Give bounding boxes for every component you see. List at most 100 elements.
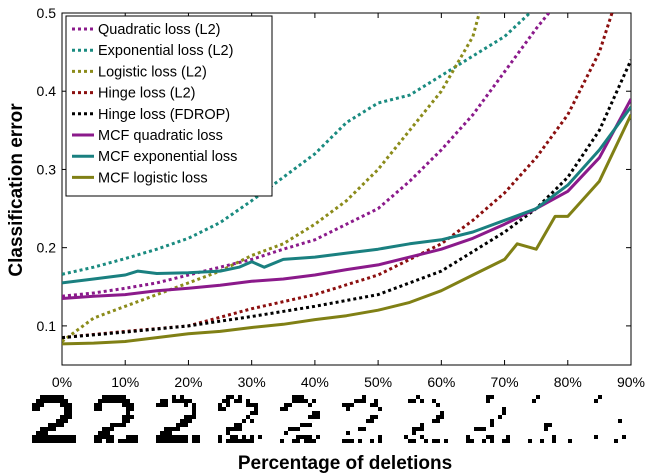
- digit-pixel: [122, 403, 126, 407]
- digit-pixel: [432, 419, 436, 423]
- digit-pixel: [594, 435, 598, 439]
- digit-pixel: [188, 399, 192, 403]
- legend-label: MCF exponential loss: [98, 149, 237, 165]
- digit-pixel: [536, 395, 540, 399]
- digit-pixel: [48, 423, 52, 427]
- digit-pixel: [254, 411, 258, 415]
- digit-pixel: [412, 399, 416, 403]
- digit-pixel: [122, 439, 126, 443]
- digit-pixel: [40, 439, 44, 443]
- digit-pixel: [420, 399, 424, 403]
- digit-pixel: [122, 415, 126, 419]
- digit-pixel: [130, 403, 134, 407]
- digit-image: [404, 395, 448, 443]
- digit-pixel: [68, 407, 72, 411]
- digit-pixel: [192, 403, 196, 407]
- digit-pixel: [98, 439, 102, 443]
- digit-pixel: [106, 427, 110, 431]
- digit-pixel: [44, 435, 48, 439]
- legend-label: Hinge loss (FDROP): [98, 107, 230, 123]
- x-tick-label: 30%: [238, 374, 266, 390]
- digit-pixel: [118, 439, 122, 443]
- series-line-5: [62, 59, 631, 340]
- digit-pixel: [196, 435, 200, 439]
- x-tick-label: 10%: [111, 374, 139, 390]
- digit-pixel: [238, 423, 242, 427]
- digit-pixel: [126, 407, 130, 411]
- digit-image: [528, 395, 572, 443]
- digit-pixel: [408, 439, 412, 443]
- digit-pixel: [180, 423, 184, 427]
- digit-pixel: [44, 431, 48, 435]
- digit-pixel: [36, 403, 40, 407]
- digit-pixel: [284, 403, 288, 407]
- digit-pixel: [370, 419, 374, 423]
- x-tick-label: 70%: [491, 374, 519, 390]
- y-tick-label: 0.3: [37, 161, 57, 177]
- digit-pixel: [486, 395, 490, 399]
- digit-pixel: [172, 395, 176, 399]
- digit-pixel: [354, 399, 358, 403]
- digit-pixel: [98, 407, 102, 411]
- digit-pixel: [226, 439, 230, 443]
- digit-pixel: [44, 399, 48, 403]
- digit-pixel: [444, 439, 448, 443]
- x-tick-label: 50%: [364, 374, 392, 390]
- digit-pixel: [172, 435, 176, 439]
- digit-pixel: [36, 431, 40, 435]
- digit-pixel: [614, 439, 618, 443]
- y-tick-label: 0.1: [37, 318, 57, 334]
- digit-pixel: [64, 419, 68, 423]
- digit-pixel: [258, 435, 262, 439]
- digit-pixel: [118, 399, 122, 403]
- digit-pixel: [110, 399, 114, 403]
- digit-pixel: [482, 427, 486, 431]
- digit-pixel: [114, 395, 118, 399]
- digit-pixel: [192, 407, 196, 411]
- digit-pixel: [56, 395, 60, 399]
- legend-label: Hinge loss (L2): [98, 86, 196, 102]
- digit-pixel: [126, 435, 130, 439]
- digit-pixel: [254, 407, 258, 411]
- digit-pixel: [490, 395, 494, 399]
- digit-pixel: [164, 435, 168, 439]
- digit-pixel: [68, 415, 72, 419]
- digit-pixel: [36, 439, 40, 443]
- digit-pixel: [312, 399, 316, 403]
- digit-pixel: [246, 439, 250, 443]
- digit-pixel: [234, 427, 238, 431]
- digit-pixel: [440, 411, 444, 415]
- digit-pixel: [40, 435, 44, 439]
- digit-pixel: [226, 395, 230, 399]
- digit-pixel: [304, 435, 308, 439]
- digit-pixel: [106, 399, 110, 403]
- digit-pixel: [164, 403, 168, 407]
- digit-pixel: [296, 435, 300, 439]
- digit-pixel: [160, 439, 164, 443]
- digit-pixel: [126, 439, 130, 443]
- digit-pixel: [506, 439, 510, 443]
- digit-pixel: [52, 423, 56, 427]
- digit-pixel: [466, 435, 470, 439]
- digit-pixel: [466, 439, 470, 443]
- digit-pixel: [180, 399, 184, 403]
- digit-pixel: [230, 427, 234, 431]
- x-tick-label: 0%: [52, 374, 72, 390]
- digit-pixel: [64, 435, 68, 439]
- series-lines: [62, 13, 631, 346]
- digit-pixel: [486, 435, 490, 439]
- digit-pixel: [246, 399, 250, 403]
- digit-pixel: [110, 395, 114, 399]
- digit-pixel: [126, 419, 130, 423]
- digit-pixel: [164, 427, 168, 431]
- legend-label: Exponential loss (L2): [98, 43, 233, 59]
- digit-pixel: [408, 399, 412, 403]
- digit-pixel: [312, 439, 316, 443]
- digit-pixel: [540, 439, 544, 443]
- digit-pixel: [52, 399, 56, 403]
- digit-pixel: [106, 435, 110, 439]
- digit-pixel: [490, 419, 494, 423]
- digit-pixel: [164, 439, 168, 443]
- digit-pixel: [478, 427, 482, 431]
- digit-pixel: [304, 439, 308, 443]
